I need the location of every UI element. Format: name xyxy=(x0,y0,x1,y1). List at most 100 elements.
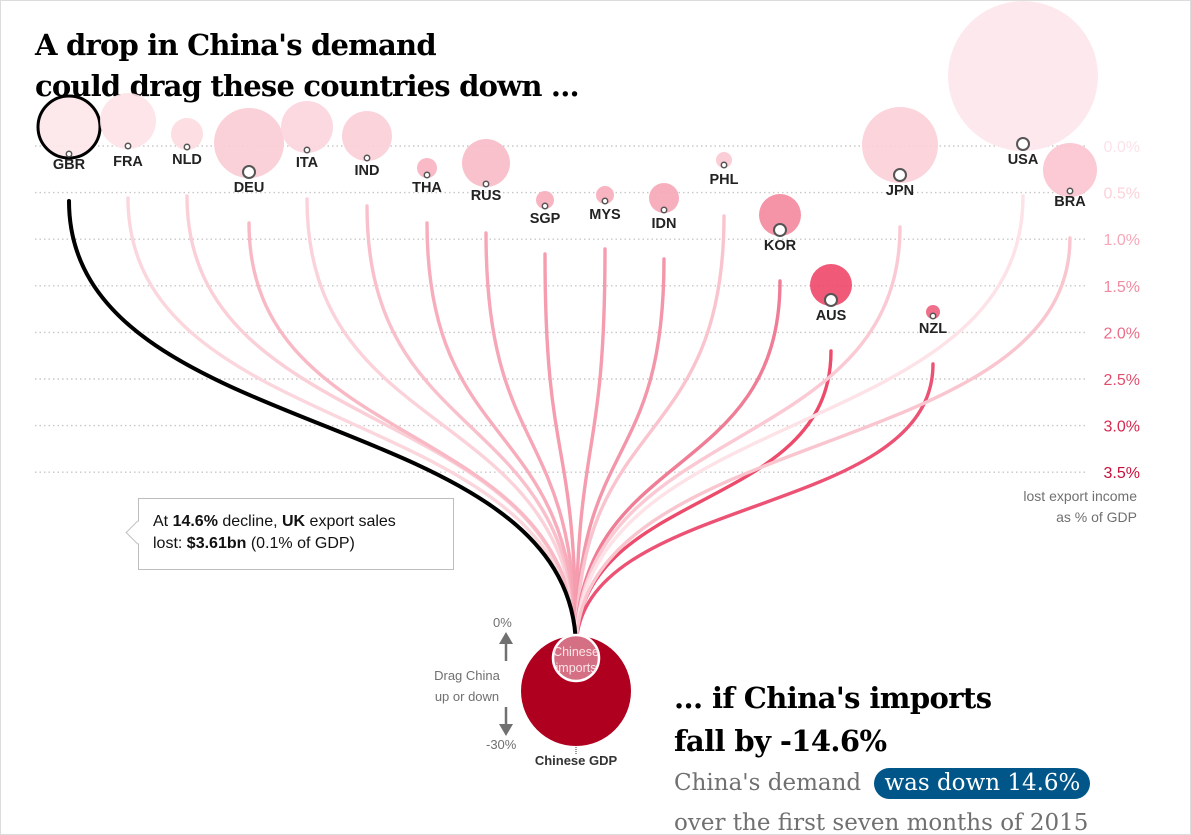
label-tha: THA xyxy=(412,180,442,196)
marker-dot-nzl xyxy=(929,312,937,320)
export-curves xyxy=(67,194,1072,651)
bubble-tha[interactable] xyxy=(417,158,437,178)
curve-kor xyxy=(574,279,782,651)
marker-dot-idn xyxy=(660,206,668,214)
demand-change-pill[interactable]: was down 14.6% xyxy=(874,768,1091,799)
marker-dot-ind xyxy=(363,154,371,162)
curve-mys xyxy=(574,247,607,651)
bubble-fra[interactable] xyxy=(100,93,156,149)
curve-bra xyxy=(574,236,1072,651)
marker-dot-jpn xyxy=(893,168,907,182)
marker-dot-ita xyxy=(303,146,311,154)
curve-aus xyxy=(574,349,833,651)
label-phl: PHL xyxy=(710,172,739,188)
bubble-gbr[interactable] xyxy=(36,94,102,160)
subheadline-line-2: over the first seven months of 2015 xyxy=(674,810,1089,835)
label-kor: KOR xyxy=(764,238,797,254)
marker-dot-phl xyxy=(720,161,728,169)
curve-deu xyxy=(247,221,578,651)
curve-nld xyxy=(185,194,578,651)
chinese-gdp-label: Chinese GDP xyxy=(534,753,618,768)
curve-tha xyxy=(425,221,578,651)
marker-dot-usa xyxy=(1016,137,1030,151)
label-aus: AUS xyxy=(816,308,847,324)
drag-line-2: up or down xyxy=(434,689,500,704)
label-mys: MYS xyxy=(589,207,621,223)
y-tick-label: 2.0% xyxy=(1104,325,1140,342)
chinese-imports-label-1: Chinese xyxy=(553,645,599,659)
sub-before: China's demand xyxy=(674,770,862,796)
label-nld: NLD xyxy=(172,152,202,168)
tooltip-line2-prefix: lost: xyxy=(153,535,187,552)
marker-dot-sgp xyxy=(541,202,549,210)
label-usa: USA xyxy=(1008,152,1039,168)
bubble-mys[interactable] xyxy=(596,186,614,204)
marker-dot-rus xyxy=(482,180,490,188)
bubble-ind[interactable] xyxy=(342,111,392,161)
drag-up-arrow-icon[interactable] xyxy=(499,632,513,644)
chinese-imports-label-2: imports xyxy=(556,661,597,675)
tooltip-subject: UK xyxy=(281,513,306,530)
tooltip-prefix: At xyxy=(153,513,173,530)
bubble-rus[interactable] xyxy=(462,139,510,187)
curve-ind xyxy=(365,204,578,651)
tooltip-amount: $3.61bn xyxy=(186,535,247,552)
marker-dot-gbr xyxy=(65,150,73,158)
tooltip-pct: 14.6% xyxy=(172,513,218,530)
china-bubble-group: Chinese imports xyxy=(521,633,631,754)
bubble-kor[interactable] xyxy=(759,194,801,236)
curve-phl xyxy=(574,214,726,651)
marker-dot-nld xyxy=(183,143,191,151)
marker-dot-kor xyxy=(773,223,787,237)
marker-dot-tha xyxy=(423,171,431,179)
drag-arrows xyxy=(499,632,513,736)
label-ita: ITA xyxy=(296,155,319,171)
chinese-imports-handle[interactable] xyxy=(551,633,601,683)
drag-down-arrow-icon[interactable] xyxy=(499,724,513,736)
y-tick-label: 1.0% xyxy=(1104,232,1140,249)
label-ind: IND xyxy=(355,163,380,179)
curve-rus xyxy=(484,231,578,651)
y-tick-label: 0.0% xyxy=(1104,139,1140,156)
bubble-nld[interactable] xyxy=(171,118,203,150)
country-tooltip: At 14.6% decline, UK export sales lost: … xyxy=(138,498,454,570)
marker-dot-mys xyxy=(601,197,609,205)
bubble-aus[interactable] xyxy=(810,264,852,306)
drag-top-label: 0% xyxy=(493,615,512,630)
label-deu: DEU xyxy=(234,180,265,196)
bubble-jpn[interactable] xyxy=(862,107,938,183)
y-tick-label: 0.5% xyxy=(1104,186,1140,203)
label-idn: IDN xyxy=(652,216,677,232)
label-rus: RUS xyxy=(471,188,502,204)
label-fra: FRA xyxy=(113,154,143,170)
country-labels: GBR FRA NLD DEU ITA IND THA RUS SGP MYS IDN PHL KOR A… xyxy=(53,152,1086,337)
y-axis-label-2: as % of GDP xyxy=(1056,509,1137,525)
drag-line-1: Drag China xyxy=(434,668,500,683)
bubble-phl[interactable] xyxy=(716,152,732,168)
tooltip-line-1: At 14.6% decline, UK export sales xyxy=(153,511,439,533)
label-nzl: NZL xyxy=(919,321,947,337)
drag-instructions: Drag China up or down xyxy=(419,665,515,707)
bubble-ita[interactable] xyxy=(281,101,333,153)
bubble-bra[interactable] xyxy=(1043,143,1097,197)
bubble-nzl[interactable] xyxy=(926,305,940,319)
tooltip-suffix: export sales xyxy=(305,513,396,530)
chinese-gdp-bubble xyxy=(521,636,631,746)
y-axis-ticks: 0.0% 0.5% 1.0% 1.5% 2.0% 2.5% 3.0% 3.5% lost exp… xyxy=(1023,139,1140,525)
bubble-idn[interactable] xyxy=(649,183,679,213)
bubble-usa[interactable] xyxy=(948,1,1098,151)
curve-fra xyxy=(126,196,578,651)
y-tick-label: 2.5% xyxy=(1104,372,1140,389)
curve-gbr xyxy=(67,199,578,651)
tooltip-mid: decline, xyxy=(217,513,282,530)
y-tick-label: 3.5% xyxy=(1104,465,1140,482)
headline-line-1: ... if China's imports xyxy=(674,681,992,715)
curve-ita xyxy=(305,197,578,651)
tooltip-line-2: lost: $3.61bn (0.1% of GDP) xyxy=(153,533,439,555)
y-tick-label: 1.5% xyxy=(1104,279,1140,296)
bubble-deu[interactable] xyxy=(214,108,284,178)
bubble-sgp[interactable] xyxy=(536,191,554,209)
label-gbr: GBR xyxy=(53,157,86,173)
